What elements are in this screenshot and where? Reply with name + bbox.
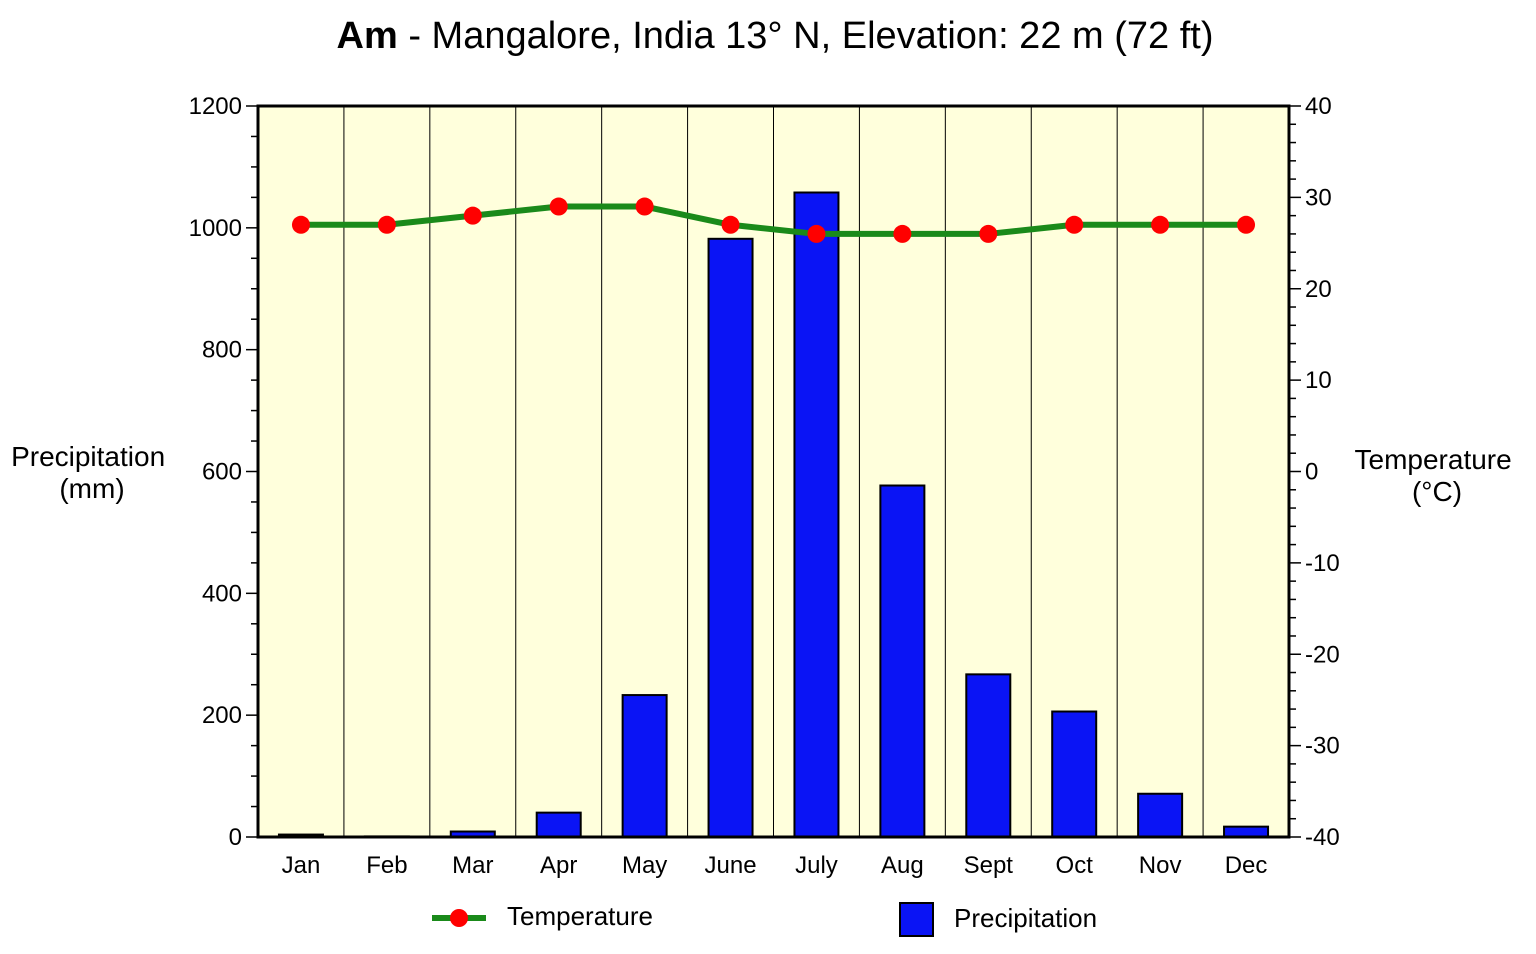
right-tick-label: 40 (1305, 93, 1332, 120)
temperature-line (291, 197, 1256, 243)
chart-title-rest: - Mangalore, India 13° N, Elevation: 22 … (398, 15, 1214, 57)
precipitation-bar-dec (1223, 825, 1270, 838)
right-axis-label-line1: Temperature (1355, 444, 1512, 475)
temperature-point-sept (979, 224, 998, 243)
temperature-point-feb (377, 215, 396, 234)
right-tick-label: -20 (1305, 641, 1340, 668)
left-tick-label: 200 (202, 702, 242, 729)
x-tick-label-apr: Apr (540, 852, 577, 879)
right-tick-label: 30 (1305, 184, 1332, 211)
precipitation-bars (277, 191, 1270, 839)
left-tick-label: 0 (229, 824, 242, 851)
precipitation-bar-nov (1137, 792, 1184, 838)
legend-precipitation-label: Precipitation (954, 903, 1097, 933)
temperature-point-jan (291, 215, 310, 234)
right-tick-label: 20 (1305, 276, 1332, 303)
legend-temperature-marker (450, 909, 468, 927)
chart-title: Am - Mangalore, India 13° N, Elevation: … (337, 15, 1214, 57)
x-tick-label-oct: Oct (1056, 852, 1094, 879)
temperature-polyline (300, 203, 1247, 237)
temperature-point-june (721, 215, 740, 234)
right-axis-label-line2: (°C) (1412, 476, 1462, 507)
x-tick-label-june: June (705, 852, 757, 879)
left-tick-label: 600 (202, 459, 242, 486)
x-tick-label-aug: Aug (881, 852, 924, 879)
right-tick-label: 0 (1305, 459, 1318, 486)
left-axis-label-line2: (mm) (59, 473, 124, 504)
left-tick-label: 1000 (189, 215, 242, 242)
left-axis-label: Precipitation (mm) (11, 441, 173, 504)
right-tick-label: -40 (1305, 824, 1340, 851)
x-axis: Jan Feb Mar Apr May June July Aug Sept Oct Nov Dec (282, 852, 1268, 879)
left-tick-label: 400 (202, 580, 242, 607)
left-tick-label: 800 (202, 337, 242, 364)
left-axis-label-line1: Precipitation (11, 441, 165, 472)
x-tick-label-july: July (795, 852, 838, 879)
legend: Temperature Precipitation (432, 901, 1097, 937)
x-tick-label-dec: Dec (1225, 852, 1268, 879)
right-tick-label: 10 (1305, 367, 1332, 394)
precipitation-bar-sept (965, 673, 1012, 838)
chart-title-bold: Am (337, 15, 398, 57)
x-tick-label-jan: Jan (282, 852, 321, 879)
x-tick-label-may: May (622, 852, 667, 879)
precipitation-bar-may (621, 694, 668, 838)
temperature-point-aug (893, 224, 912, 243)
temperature-point-apr (549, 197, 568, 216)
precipitation-bar-june (707, 237, 754, 838)
legend-precipitation-swatch (899, 902, 934, 937)
precipitation-bar-aug (879, 484, 926, 838)
legend-temperature-label: Temperature (507, 901, 653, 931)
precipitation-bar-oct (1051, 710, 1098, 838)
precipitation-bar-july (793, 191, 840, 839)
x-tick-label-feb: Feb (366, 852, 407, 879)
precipitation-bar-apr (535, 811, 582, 839)
temperature-point-july (807, 224, 826, 243)
x-tick-label-nov: Nov (1139, 852, 1182, 879)
left-tick-label: 1200 (189, 93, 242, 120)
temperature-point-mar (463, 206, 482, 225)
right-tick-label: -30 (1305, 733, 1340, 760)
x-tick-label-sept: Sept (964, 852, 1014, 879)
left-axis: 0 200 400 600 800 1000 1200 (189, 93, 258, 851)
temperature-point-nov (1151, 215, 1170, 234)
right-axis-label: Temperature (°C) (1355, 444, 1520, 507)
x-tick-label-mar: Mar (452, 852, 493, 879)
temperature-point-oct (1065, 215, 1084, 234)
right-tick-label: -10 (1305, 550, 1340, 577)
temperature-point-dec (1237, 215, 1256, 234)
right-axis: -40 -30 -20 -10 0 10 20 30 40 (1289, 93, 1340, 851)
temperature-point-may (635, 197, 654, 216)
